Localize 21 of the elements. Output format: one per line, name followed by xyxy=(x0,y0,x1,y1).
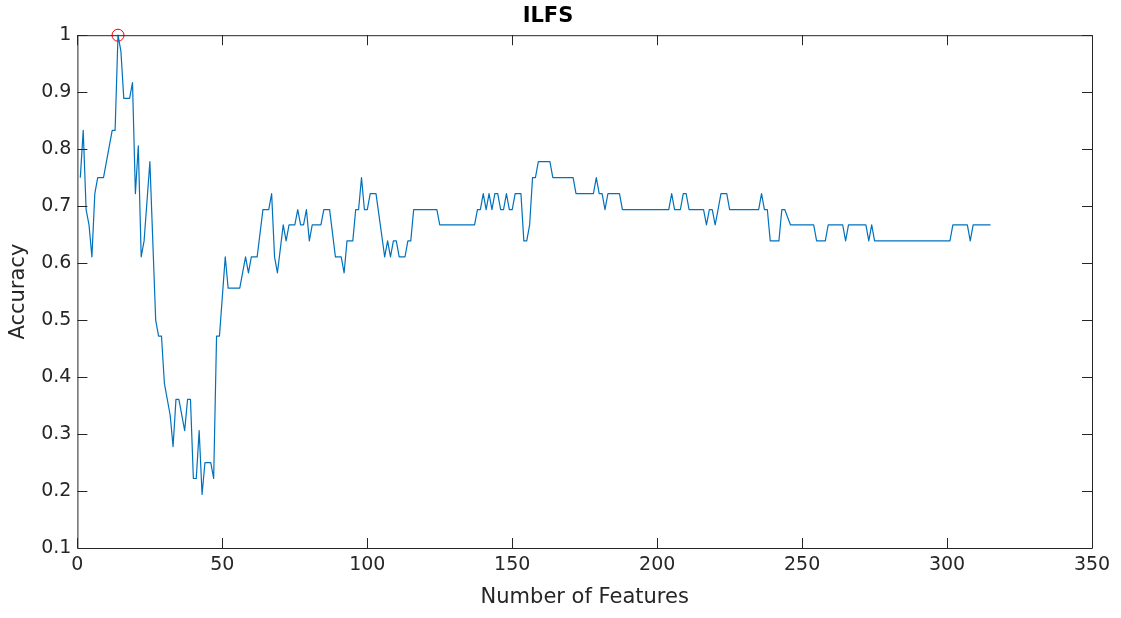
x-tick-label: 150 xyxy=(494,552,531,575)
y-tick-label: 0.5 xyxy=(41,307,72,330)
y-tick-label: 0.1 xyxy=(41,534,72,557)
x-tick-label: 0 xyxy=(71,552,84,575)
x-tick-label: 100 xyxy=(349,552,386,575)
x-tick-label: 250 xyxy=(783,552,821,575)
y-tick-label: 0.3 xyxy=(41,420,72,443)
y-tick-label: 0.8 xyxy=(41,136,72,159)
x-tick-label: 200 xyxy=(639,552,676,575)
y-tick-label: 1 xyxy=(59,22,72,45)
y-tick-label: 0.7 xyxy=(41,193,72,216)
x-axis-title: Number of Features xyxy=(480,583,689,608)
x-tick-label: 350 xyxy=(1073,552,1111,575)
x-tick-label: 300 xyxy=(928,552,966,575)
x-tick-label: 50 xyxy=(210,552,235,575)
y-tick-label: 0.6 xyxy=(41,250,72,273)
y-tick-label: 0.2 xyxy=(41,477,72,500)
y-tick-label: 0.4 xyxy=(41,364,72,386)
y-axis-title: Accuracy xyxy=(5,243,30,340)
chart-title: ILFS xyxy=(522,3,574,28)
y-tick-label: 0.9 xyxy=(41,79,72,102)
